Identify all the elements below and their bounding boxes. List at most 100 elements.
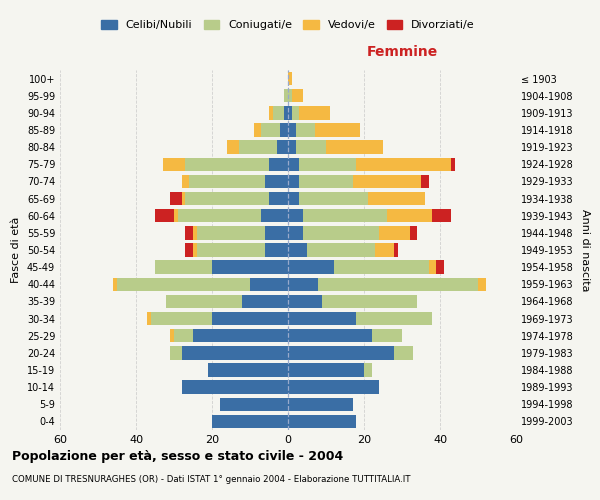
- Bar: [178, 209, 262, 222]
- Bar: [288, 260, 334, 274]
- Bar: [269, 106, 273, 120]
- Bar: [193, 226, 197, 239]
- Bar: [212, 260, 288, 274]
- Bar: [356, 158, 451, 171]
- Bar: [421, 174, 428, 188]
- Bar: [284, 106, 288, 120]
- Bar: [185, 244, 193, 256]
- Bar: [220, 398, 288, 411]
- Text: COMUNE DI TRESNURAGHES (OR) - Dati ISTAT 1° gennaio 2004 - Elaborazione TUTTITAL: COMUNE DI TRESNURAGHES (OR) - Dati ISTAT…: [12, 475, 410, 484]
- Bar: [182, 346, 288, 360]
- Bar: [193, 244, 197, 256]
- Bar: [288, 140, 296, 154]
- Bar: [288, 346, 394, 360]
- Bar: [288, 364, 364, 376]
- Bar: [280, 124, 288, 136]
- Bar: [166, 294, 242, 308]
- Bar: [322, 294, 417, 308]
- Bar: [288, 89, 292, 102]
- Bar: [326, 140, 383, 154]
- Bar: [288, 329, 371, 342]
- Bar: [250, 278, 288, 291]
- Bar: [163, 158, 185, 171]
- Bar: [296, 140, 326, 154]
- Bar: [288, 174, 299, 188]
- Bar: [269, 158, 288, 171]
- Bar: [197, 244, 265, 256]
- Bar: [170, 192, 182, 205]
- Bar: [113, 278, 117, 291]
- Bar: [288, 398, 353, 411]
- Bar: [314, 124, 360, 136]
- Bar: [288, 380, 379, 394]
- Bar: [292, 89, 303, 102]
- Bar: [433, 209, 451, 222]
- Bar: [478, 278, 485, 291]
- Bar: [148, 312, 151, 326]
- Bar: [376, 244, 394, 256]
- Bar: [451, 158, 455, 171]
- Bar: [212, 312, 288, 326]
- Bar: [197, 226, 265, 239]
- Bar: [254, 124, 262, 136]
- Bar: [379, 226, 410, 239]
- Bar: [208, 364, 288, 376]
- Bar: [288, 414, 356, 428]
- Bar: [334, 260, 428, 274]
- Bar: [288, 192, 299, 205]
- Bar: [288, 158, 299, 171]
- Bar: [242, 294, 288, 308]
- Bar: [387, 209, 433, 222]
- Bar: [288, 209, 303, 222]
- Bar: [303, 226, 379, 239]
- Bar: [262, 124, 280, 136]
- Bar: [428, 260, 436, 274]
- Bar: [212, 414, 288, 428]
- Bar: [353, 174, 421, 188]
- Bar: [170, 329, 174, 342]
- Bar: [288, 226, 303, 239]
- Bar: [174, 329, 193, 342]
- Bar: [288, 72, 292, 86]
- Text: Popolazione per età, sesso e stato civile - 2004: Popolazione per età, sesso e stato civil…: [12, 450, 343, 463]
- Bar: [288, 244, 307, 256]
- Legend: Celibi/Nubili, Coniugati/e, Vedovi/e, Divorziati/e: Celibi/Nubili, Coniugati/e, Vedovi/e, Di…: [97, 16, 479, 35]
- Bar: [288, 106, 292, 120]
- Bar: [277, 140, 288, 154]
- Bar: [319, 278, 478, 291]
- Y-axis label: Fasce di età: Fasce di età: [11, 217, 21, 283]
- Bar: [394, 244, 398, 256]
- Bar: [189, 174, 265, 188]
- Bar: [284, 89, 288, 102]
- Bar: [371, 329, 402, 342]
- Bar: [155, 209, 174, 222]
- Bar: [174, 209, 178, 222]
- Bar: [182, 380, 288, 394]
- Bar: [368, 192, 425, 205]
- Bar: [288, 278, 319, 291]
- Bar: [265, 244, 288, 256]
- Bar: [356, 312, 433, 326]
- Bar: [117, 278, 250, 291]
- Bar: [299, 158, 356, 171]
- Text: Femmine: Femmine: [367, 45, 437, 59]
- Y-axis label: Anni di nascita: Anni di nascita: [580, 209, 590, 291]
- Bar: [155, 260, 212, 274]
- Bar: [299, 106, 330, 120]
- Bar: [265, 226, 288, 239]
- Bar: [296, 124, 314, 136]
- Bar: [185, 192, 269, 205]
- Bar: [182, 192, 185, 205]
- Bar: [288, 294, 322, 308]
- Bar: [182, 174, 189, 188]
- Bar: [185, 158, 269, 171]
- Bar: [170, 346, 182, 360]
- Bar: [292, 106, 299, 120]
- Bar: [307, 244, 376, 256]
- Bar: [185, 226, 193, 239]
- Bar: [151, 312, 212, 326]
- Bar: [303, 209, 387, 222]
- Bar: [227, 140, 239, 154]
- Bar: [262, 209, 288, 222]
- Bar: [269, 192, 288, 205]
